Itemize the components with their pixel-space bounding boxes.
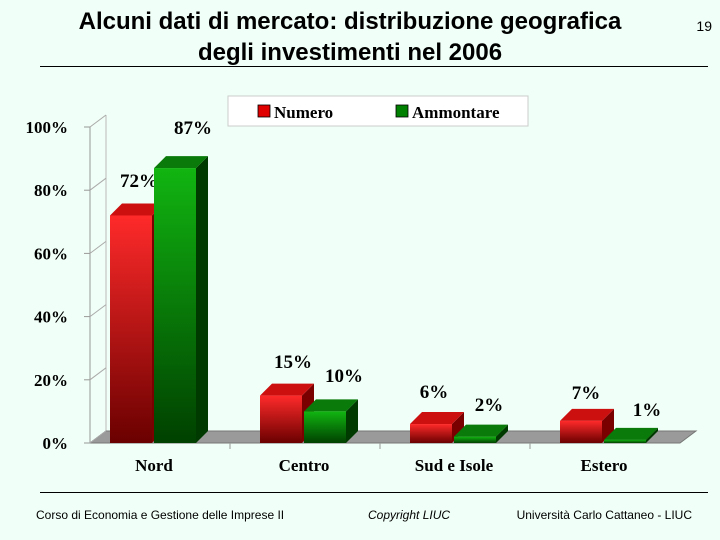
y-tick-label: 100% <box>26 118 69 137</box>
y-tick-depth <box>89 240 107 254</box>
bar-numero-estero <box>560 408 614 443</box>
data-label: 15% <box>274 352 312 373</box>
legend-label-ammontare: Ammontare <box>412 103 500 122</box>
bar-top <box>454 424 508 437</box>
bar-top <box>260 383 314 396</box>
x-category-label: Sud e Isole <box>415 456 494 475</box>
footer-university: Università Carlo Cattaneo - LIUC <box>516 508 692 522</box>
data-label: 10% <box>325 366 363 387</box>
bar-front <box>154 168 196 443</box>
data-label: 1% <box>633 400 662 421</box>
bottom-divider <box>40 492 708 493</box>
y-tick-label: 40% <box>34 308 68 327</box>
x-category-label: Estero <box>581 456 628 475</box>
bar-side <box>452 412 464 443</box>
chart-legend: Numero Ammontare <box>227 95 529 127</box>
bar-top <box>560 408 614 421</box>
bar-top <box>304 399 358 412</box>
y-tick-depth <box>89 304 107 318</box>
data-label: 2% <box>475 395 504 416</box>
bar-ammontare-estero <box>604 427 658 443</box>
bar-top <box>410 412 464 425</box>
y-tick-depth <box>89 114 107 128</box>
bar-ammontare-centro <box>304 399 358 443</box>
bar-ammontare-nord <box>154 156 208 443</box>
legend-label-numero: Numero <box>274 103 333 122</box>
footer-course: Corso di Economia e Gestione delle Impre… <box>36 508 285 522</box>
x-category-label: Nord <box>135 456 173 475</box>
data-label: 72% <box>120 171 158 192</box>
y-tick-depth <box>89 367 107 381</box>
bar-front <box>304 411 346 443</box>
bar-side <box>196 156 208 443</box>
title-line-2: degli investimenti nel 2006 <box>197 39 503 66</box>
y-tick-label: 20% <box>34 371 68 390</box>
bar-front <box>410 424 452 443</box>
bar-side <box>496 424 508 443</box>
legend-box <box>227 95 529 127</box>
bar-side <box>602 408 614 443</box>
data-label: 7% <box>572 383 601 404</box>
data-label: 87% <box>174 118 212 139</box>
bar-front <box>110 215 152 443</box>
bar-numero-sud-e-isole <box>410 412 464 443</box>
bar-side <box>346 399 358 443</box>
top-divider <box>40 66 708 67</box>
bar-top <box>154 156 208 169</box>
y-tick-depth <box>89 430 107 444</box>
bar-side <box>646 427 658 443</box>
bar-top <box>604 427 658 440</box>
bar-front <box>260 395 302 443</box>
y-tick-depth <box>89 177 107 191</box>
footer-copyright: Copyright LIUC <box>368 508 451 522</box>
bar-top <box>110 203 164 216</box>
legend-swatch-ammontare <box>395 104 409 118</box>
x-category-label: Centro <box>279 456 330 475</box>
y-tick-label: 0% <box>43 434 69 453</box>
bar-ammontare-sud-e-isole <box>454 424 508 443</box>
title-line-1: Alcuni dati di mercato: distribuzione ge… <box>78 8 622 35</box>
bar-front <box>604 439 646 443</box>
page-number: 19 <box>696 18 712 34</box>
data-label: 6% <box>420 382 449 403</box>
y-tick-label: 60% <box>34 244 68 263</box>
legend-swatch-numero <box>257 104 271 118</box>
y-tick-label: 80% <box>34 181 68 200</box>
slide-title: Alcuni dati di mercato: distribuzione ge… <box>20 6 680 68</box>
bar-front <box>454 436 496 443</box>
bar-front <box>560 420 602 443</box>
